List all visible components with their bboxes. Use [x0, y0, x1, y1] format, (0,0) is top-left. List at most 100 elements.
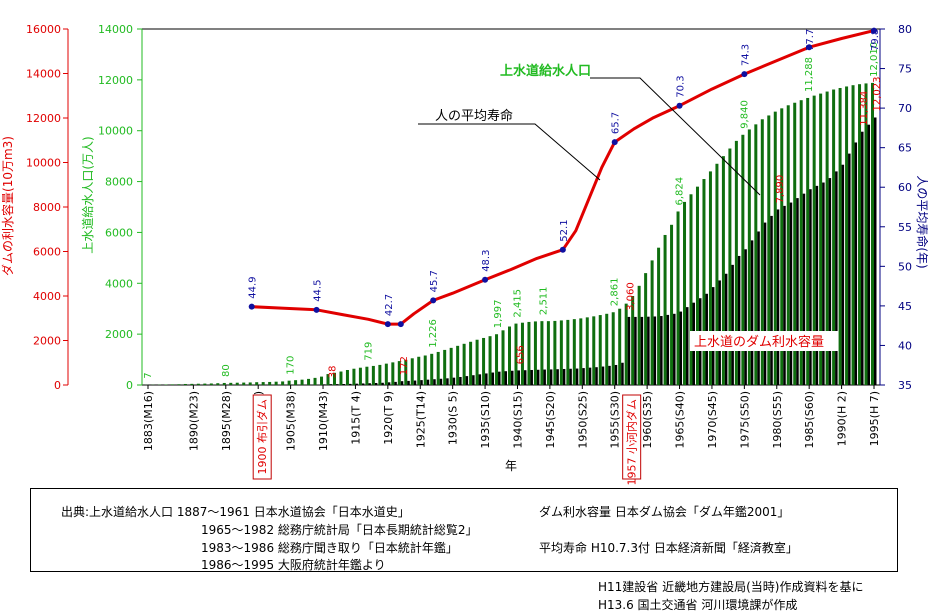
population-bar	[760, 119, 764, 386]
dam-capacity-bar	[491, 372, 495, 385]
dam-data-label: 38	[328, 365, 339, 378]
population-bar	[261, 382, 265, 385]
dam-capacity-bar	[543, 369, 546, 385]
dam-year-box	[622, 394, 642, 480]
population-bar	[307, 378, 311, 385]
population-bar	[734, 140, 738, 385]
dam-capacity-bar	[329, 384, 332, 385]
population-bar	[624, 303, 628, 385]
dam-capacity-bar	[737, 255, 741, 385]
dam-capacity-bar	[387, 382, 391, 385]
source-population-2: 1965～1982 総務庁統計局「日本長期統計総覧2」	[201, 523, 478, 537]
population-bar	[546, 321, 550, 385]
dam-data-label: 3,060	[626, 282, 637, 311]
credit-line-2: H13.6 国土交通省 河川環境課が作成	[598, 598, 798, 612]
population-bar	[371, 365, 375, 385]
population-bar	[592, 316, 596, 385]
population-bar	[196, 383, 200, 385]
life-expectancy-marker	[430, 297, 437, 304]
dam-capacity-bar	[614, 364, 618, 385]
dam-capacity-bar	[627, 316, 631, 385]
life-expectancy-marker	[676, 102, 683, 109]
population-data-label: 7	[143, 372, 154, 378]
x-axis-tick-label: 1975(S50)	[738, 391, 751, 449]
dam-capacity-bar	[835, 171, 838, 385]
population-bar	[611, 312, 615, 385]
dam-year-label: 1900 布引ダム	[255, 399, 269, 475]
population-bar	[773, 111, 777, 386]
population-bar	[663, 234, 667, 385]
dam-capacity-bar	[848, 153, 851, 385]
dam-capacity-bar	[666, 314, 670, 385]
dam-axis-tick-label: 8000	[33, 201, 61, 214]
source-population-3: 1983～1986 総務庁聞き取り「日本統計年鑑」	[201, 541, 458, 555]
x-axis-tick-label: 1905(M38)	[285, 391, 298, 451]
population-bar	[657, 247, 661, 385]
population-bar	[443, 349, 447, 385]
life-expectancy-marker	[871, 27, 877, 34]
population-bar	[404, 359, 408, 385]
dam-capacity-bar	[744, 249, 747, 385]
population-bar	[598, 315, 602, 385]
population-data-label: 1,997	[493, 300, 504, 329]
life-axis-tick-label: 75	[898, 63, 912, 76]
life-expectancy-marker	[248, 303, 255, 310]
dam-capacity-bar	[530, 369, 533, 385]
life-data-label: 77.7	[805, 29, 816, 51]
dam-capacity-bar	[841, 164, 845, 385]
population-bar	[248, 382, 252, 385]
life-data-label: 70.3	[676, 75, 687, 97]
life-expectancy-marker	[559, 246, 566, 253]
dam-capacity-bar	[485, 373, 488, 385]
population-bar	[754, 124, 758, 385]
life-expectancy-marker	[384, 321, 391, 328]
population-bar	[631, 296, 635, 385]
dam-capacity-bar	[595, 367, 598, 385]
population-bar	[222, 382, 226, 385]
population-axis-tick-label: 0	[126, 379, 133, 392]
dam-axis-tick-label: 12000	[26, 112, 61, 125]
population-bar	[384, 363, 388, 385]
dam-capacity-bar	[686, 307, 689, 385]
population-bar	[475, 339, 479, 385]
x-axis-tick-label: 1940(S15)	[512, 391, 525, 449]
x-axis-tick-label: 1935(S10)	[479, 391, 492, 449]
dam-capacity-bar	[660, 316, 663, 385]
population-bar	[209, 383, 213, 385]
dam-capacity-bar	[679, 311, 683, 385]
population-axis-tick-label: 14000	[98, 23, 133, 36]
population-bar	[851, 85, 855, 385]
x-axis-tick-label: 1970(S45)	[706, 391, 719, 449]
dam-axis-tick-label: 6000	[33, 246, 61, 259]
population-bar	[721, 156, 725, 385]
population-bar	[527, 321, 531, 385]
dam-capacity-bar	[724, 273, 728, 385]
life-data-label: 45.7	[429, 270, 440, 292]
population-bar	[170, 384, 174, 385]
x-axis-tick-label: 1890(M23)	[187, 391, 200, 451]
population-axis-tick-label: 8000	[105, 176, 133, 189]
population-bar	[858, 84, 862, 386]
population-data-label: 12,010	[869, 42, 880, 77]
dam-capacity-bar	[355, 383, 358, 385]
population-bar	[767, 115, 771, 385]
population-bar	[579, 318, 583, 385]
population-bar	[559, 320, 563, 385]
population-bar	[469, 341, 473, 385]
dam-capacity-bar	[653, 316, 657, 385]
population-bar	[313, 377, 317, 385]
dam-capacity-bar	[601, 366, 605, 385]
dam-capacity-bar	[776, 209, 780, 385]
source-life: 平均寿命 H10.7.3付 日本経済新聞「経済教室」	[539, 541, 798, 555]
population-bar	[501, 330, 505, 385]
dam-axis-title: ダムの利水容量(10万m3)	[0, 136, 15, 276]
population-bar	[410, 358, 414, 385]
population-bar	[183, 383, 187, 385]
dam-capacity-bar	[582, 368, 585, 385]
population-bar	[514, 323, 518, 385]
x-axis-tick-label: 1980(S55)	[771, 391, 784, 449]
source-population-1: 出典:上水道給水人口 1887～1961 日本水道協会「日本水道史」	[61, 505, 410, 519]
population-bar	[397, 361, 401, 385]
dam-capacity-bar	[647, 316, 650, 385]
population-bar	[449, 347, 453, 385]
